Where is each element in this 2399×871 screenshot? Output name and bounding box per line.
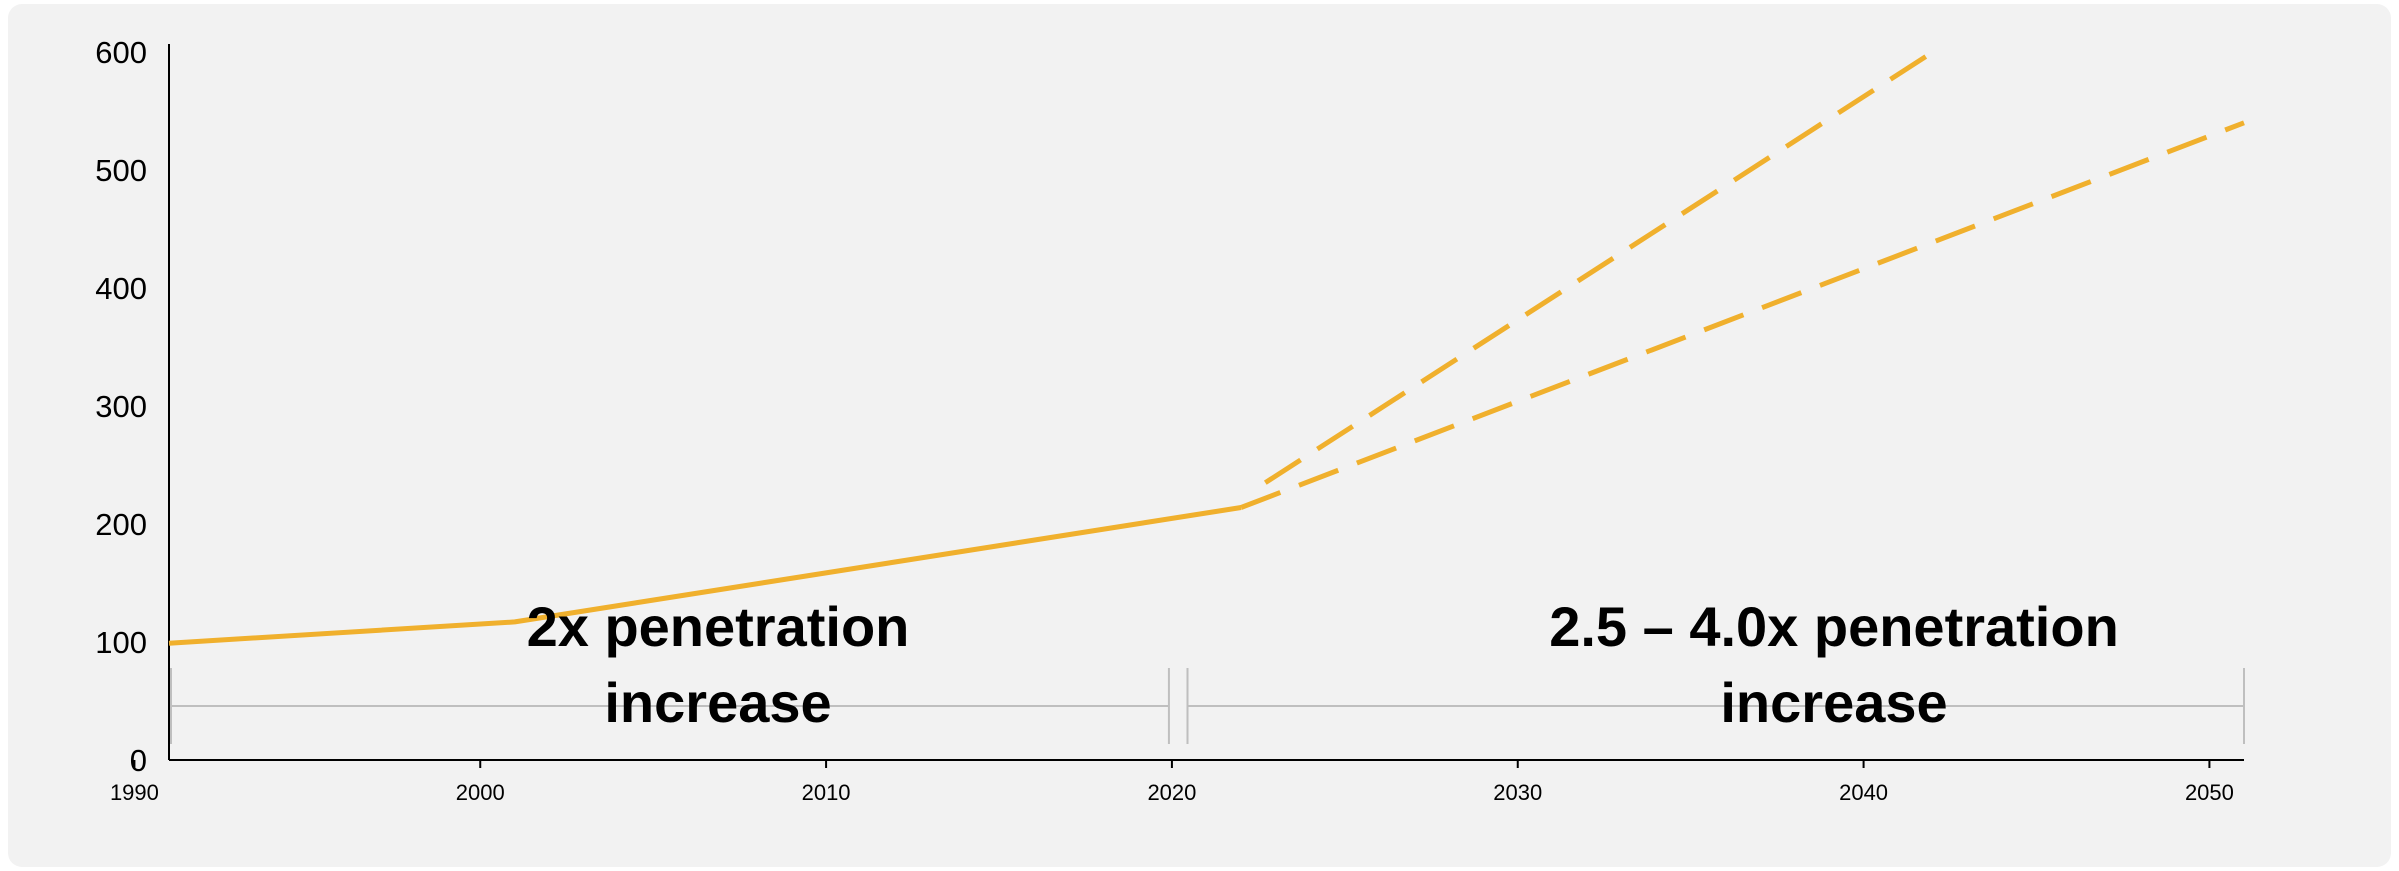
- series-line-3: [1263, 49, 1935, 485]
- x-tick-label: 2040: [1839, 780, 1888, 805]
- y-tick-label: 0: [130, 743, 147, 778]
- line-chart: 0 100 200 300 400 500 600 1990 2000 2010 2020 2030 2…: [95, 35, 2245, 805]
- x-tick-label: 2020: [1147, 780, 1196, 805]
- x-tick-label: 2050: [2185, 780, 2234, 805]
- y-tick-label: 500: [95, 153, 147, 188]
- x-tick-label: 2000: [456, 780, 505, 805]
- x-tick-label: 2010: [802, 780, 851, 805]
- y-tick-label: 400: [95, 271, 147, 306]
- annotation-left-line2: increase: [604, 671, 831, 734]
- y-tick-label: 200: [95, 507, 147, 542]
- chart-panel: 0 100 200 300 400 500 600 1990 2000 2010 2020 2030 2…: [8, 4, 2391, 867]
- x-tick-label: 1990: [110, 780, 159, 805]
- series-line-1: [168, 505, 1242, 646]
- y-tick-label: 600: [95, 35, 147, 70]
- annotation-left-line1: 2x penetration: [527, 595, 910, 658]
- y-tick-label: 300: [95, 389, 147, 424]
- series-line-2: [1240, 120, 2245, 510]
- annotation-right-line2: increase: [1720, 671, 1947, 734]
- y-tick-label: 100: [95, 625, 147, 660]
- x-tick-label: 2030: [1493, 780, 1542, 805]
- annotation-right-line1: 2.5 – 4.0x penetration: [1549, 595, 2119, 658]
